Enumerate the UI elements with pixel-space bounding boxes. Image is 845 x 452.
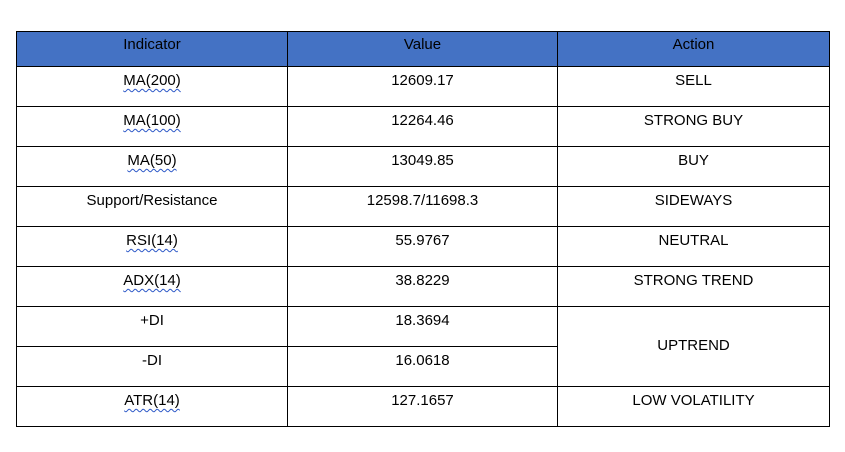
action-cell: BUY [557,146,830,187]
indicator-label: MA(50) [127,152,177,169]
indicator-table: Indicator Value Action MA(200) 12609.17 … [16,31,830,427]
value-cell: 16.0618 [287,346,558,387]
indicator-label: RSI(14) [126,232,178,249]
action-cell: NEUTRAL [557,226,830,267]
table-header-row: Indicator Value Action [16,31,830,67]
value-cell: 13049.85 [287,146,558,187]
indicator-cell: RSI(14) [16,226,288,267]
indicator-label: ATR(14) [124,392,180,409]
value-cell: 12598.7/11698.3 [287,186,558,227]
action-cell: STRONG BUY [557,106,830,147]
indicator-label: -DI [142,352,162,369]
indicator-cell: MA(50) [16,146,288,187]
header-value: Value [287,31,558,67]
table-row: ATR(14) 127.1657 LOW VOLATILITY [16,386,830,427]
action-cell: STRONG TREND [557,266,830,307]
indicator-label: MA(200) [123,72,181,89]
indicator-cell: MA(200) [16,66,288,107]
header-indicator: Indicator [16,31,288,67]
indicator-label: ADX(14) [123,272,181,289]
indicator-cell: MA(100) [16,106,288,147]
table-row: MA(100) 12264.46 STRONG BUY [16,106,830,147]
header-action: Action [557,31,830,67]
table-row: +DI 18.3694 UPTREND [16,306,830,387]
value-cell: 12264.46 [287,106,558,147]
indicator-label: Support/Resistance [86,192,218,209]
value-cell: 18.3694 [287,306,558,347]
value-cell: 55.9767 [287,226,558,267]
indicator-cell: ATR(14) [16,386,288,427]
value-cell: 12609.17 [287,66,558,107]
indicator-cell: +DI [16,306,288,347]
action-cell: LOW VOLATILITY [557,386,830,427]
indicator-cell: -DI [16,346,288,387]
table-row: RSI(14) 55.9767 NEUTRAL [16,226,830,267]
table-row: MA(200) 12609.17 SELL [16,66,830,107]
action-cell: SELL [557,66,830,107]
indicator-cell: Support/Resistance [16,186,288,227]
action-cell: SIDEWAYS [557,186,830,227]
indicator-label: MA(100) [123,112,181,129]
indicator-cell: ADX(14) [16,266,288,307]
value-cell: 127.1657 [287,386,558,427]
value-cell: 38.8229 [287,266,558,307]
table-row: -DI 16.0618 [16,346,830,387]
indicator-label: +DI [140,312,164,329]
table-row: MA(50) 13049.85 BUY [16,146,830,187]
table-row: ADX(14) 38.8229 STRONG TREND [16,266,830,307]
indicator-table-container: Indicator Value Action MA(200) 12609.17 … [16,31,830,427]
action-cell-merged: UPTREND [557,306,830,387]
table-row: Support/Resistance 12598.7/11698.3 SIDEW… [16,186,830,227]
